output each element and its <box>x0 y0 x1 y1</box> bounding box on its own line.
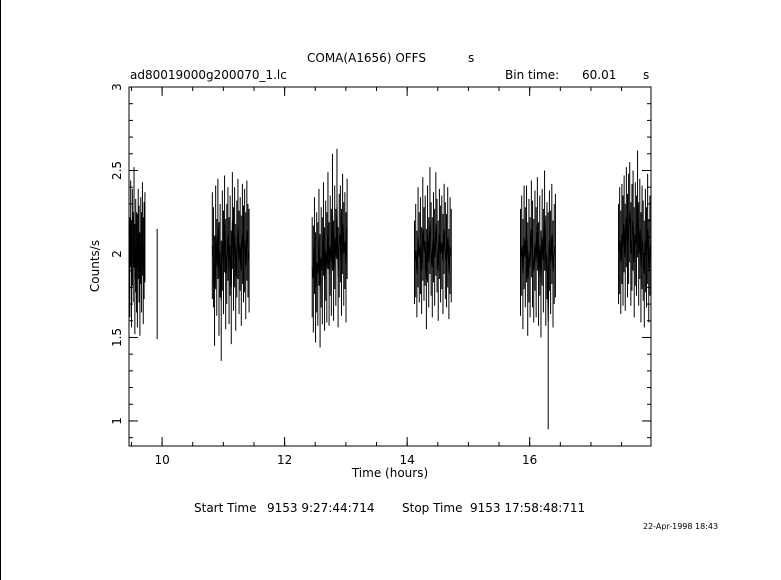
y-tick-label: 3 <box>110 83 124 91</box>
data-line <box>414 220 452 280</box>
stop-time-label: Stop Time <box>402 501 462 515</box>
date-stamp: 22-Apr-1998 18:43 <box>643 522 718 531</box>
y-tick-label: 2 <box>110 250 124 258</box>
major-ticks <box>129 86 651 446</box>
chart-title-suffix: s <box>468 51 474 65</box>
data-segment <box>414 167 452 330</box>
start-time-value: 9153 9:27:44:714 <box>267 501 375 515</box>
plot-frame <box>128 86 652 447</box>
data-segment <box>128 167 146 336</box>
data-segment <box>311 148 348 348</box>
y-tick-labels: 1 1.5 2 2.5 3 <box>110 83 124 425</box>
stop-time-value: 9153 17:58:48:711 <box>470 501 585 515</box>
y-tick-label: 1 <box>110 417 124 425</box>
x-tick-label: 16 <box>522 453 537 467</box>
x-axis-label: Time (hours) <box>351 466 428 480</box>
data-line <box>618 203 652 275</box>
data-segment <box>618 150 652 328</box>
y-tick-label: 2.5 <box>110 161 124 180</box>
data-line <box>128 217 146 285</box>
x-tick-label: 10 <box>154 453 169 467</box>
data-line <box>520 220 556 321</box>
data-series <box>128 148 652 430</box>
bin-time-label: Bin time: <box>505 68 559 82</box>
data-line <box>211 220 250 301</box>
data-segment <box>520 170 556 430</box>
chart-title: COMA(A1656) OFFS <box>307 51 426 65</box>
y-tick-label: 1.5 <box>110 328 124 347</box>
x-tick-label: 14 <box>400 453 415 467</box>
data-line <box>311 203 348 291</box>
start-time-label: Start Time <box>194 501 257 515</box>
x-tick-label: 12 <box>277 453 292 467</box>
file-name-label: ad80019000g200070_1.lc <box>130 68 287 82</box>
bin-time-value: 60.01 <box>582 68 616 82</box>
bin-time-unit: s <box>643 68 649 82</box>
x-tick-labels: 10 12 14 16 <box>154 453 537 467</box>
data-segment <box>211 172 250 361</box>
minor-ticks <box>129 86 651 446</box>
y-axis-label: Counts/s <box>88 240 102 292</box>
